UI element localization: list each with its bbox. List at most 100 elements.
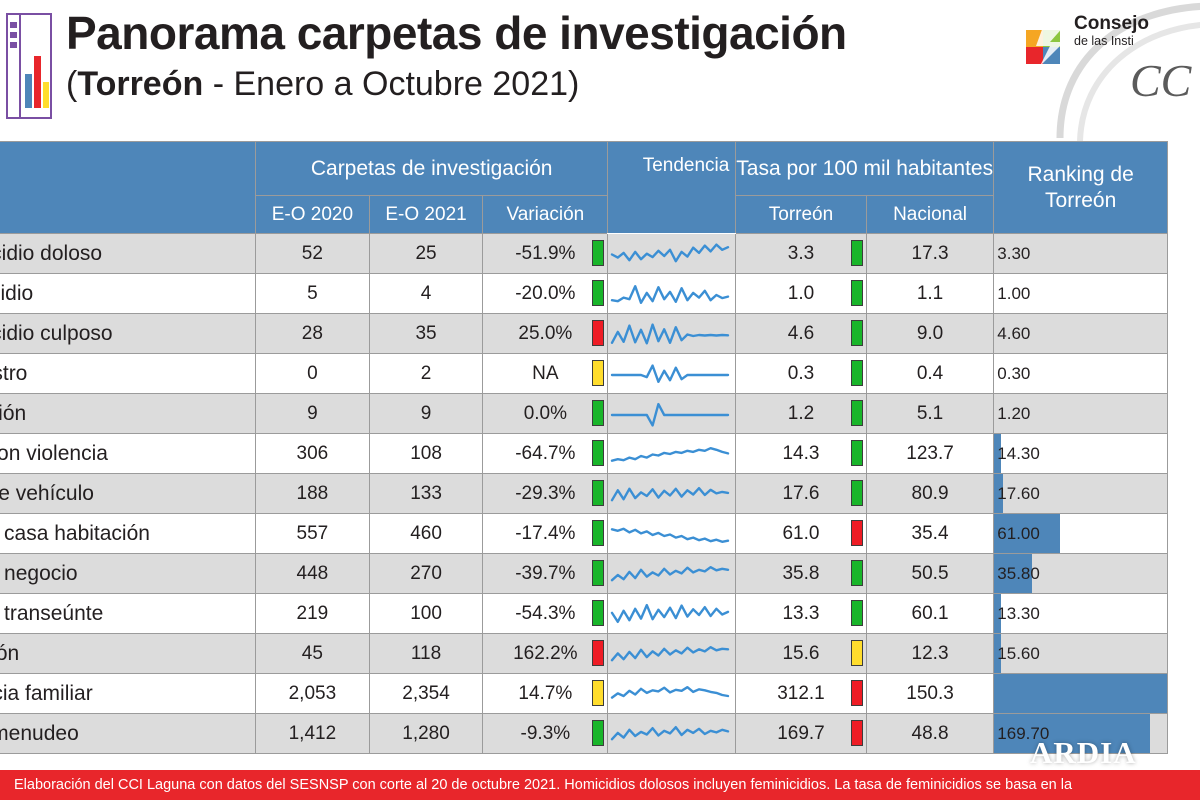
cell-tasa-nacional: 9.0 xyxy=(865,313,995,354)
ranking-bar xyxy=(994,434,1002,473)
trend-sparkline xyxy=(611,527,730,543)
cell-tendencia xyxy=(607,553,737,594)
cell-ranking: 17.60 xyxy=(993,473,1168,514)
status-badge-tasa xyxy=(850,720,863,746)
cell-eo2021: 460 xyxy=(368,513,484,554)
table-row: ación45118162.2% 15.612.315.60 xyxy=(0,633,1168,674)
trend-sparkline xyxy=(611,725,730,740)
crime-statistics-table: ito Carpetas de investigación Tasa por 1… xyxy=(0,141,1168,754)
cell-tasa-torreon: 312.1 xyxy=(735,673,867,714)
status-badge-tasa xyxy=(850,360,863,386)
status-badge-tasa xyxy=(850,240,863,266)
ranking-bar xyxy=(994,634,1002,673)
cell-tendencia xyxy=(607,273,737,314)
col-header-eo2021: E-O 2021 xyxy=(368,195,484,234)
ranking-bar xyxy=(994,674,1167,713)
cell-tasa-torreon: 0.3 xyxy=(735,353,867,394)
bar-chart-book-icon xyxy=(6,13,52,119)
cell-ranking: 1.20 xyxy=(993,393,1168,434)
cell-eo2021: 108 xyxy=(368,433,484,474)
status-badge-tasa xyxy=(850,680,863,706)
cell-eo2021: 100 xyxy=(368,593,484,634)
status-badge-variacion xyxy=(592,440,605,466)
cell-ranking: 13.30 xyxy=(993,593,1168,634)
cell-eo2021: 4 xyxy=(368,273,484,314)
brand-line-1: Consejo xyxy=(1074,13,1149,34)
cell-eo2021: 2,354 xyxy=(368,673,484,714)
brand-name: Consejo de las Insti xyxy=(1074,13,1149,49)
cell-eo2020: 188 xyxy=(255,473,370,514)
brand-swoosh-icon xyxy=(1026,3,1200,141)
status-badge-tasa xyxy=(850,320,863,346)
cell-tasa-nacional: 80.9 xyxy=(865,473,995,514)
cell-eo2020: 1,412 xyxy=(255,713,370,754)
trend-sparkline xyxy=(611,486,730,501)
cell-eo2020: 45 xyxy=(255,633,370,674)
table-row: orsión990.0%1.25.11.20 xyxy=(0,393,1168,434)
ranking-value: 169.70 xyxy=(997,723,1050,743)
status-badge-tasa xyxy=(850,440,863,466)
table-head: ito Carpetas de investigación Tasa por 1… xyxy=(0,141,1168,234)
ranking-value: 4.60 xyxy=(997,323,1031,343)
col-header-nacional: Nacional xyxy=(865,195,995,234)
cell-delito: inicidio xyxy=(0,273,257,314)
cell-ranking: 14.30 xyxy=(993,433,1168,474)
cell-ranking: 35.80 xyxy=(993,553,1168,594)
cell-eo2020: 0 xyxy=(255,353,370,394)
cell-tasa-nacional: 0.4 xyxy=(865,353,995,394)
cell-tasa-torreon: 3.3 xyxy=(735,233,867,274)
trend-sparkline xyxy=(611,565,730,581)
ranking-value: 35.80 xyxy=(997,563,1040,583)
cell-delito: micidio culposo xyxy=(0,313,257,354)
ranking-value: 14.30 xyxy=(997,443,1040,463)
cell-ranking: 4.60 xyxy=(993,313,1168,354)
cell-tendencia xyxy=(607,233,737,274)
cell-variacion: 0.0% xyxy=(482,393,609,434)
status-badge-variacion xyxy=(592,480,605,506)
cell-tasa-torreon: 17.6 xyxy=(735,473,867,514)
status-badge-variacion xyxy=(592,240,605,266)
cell-delito: encia familiar xyxy=(0,673,257,714)
cell-tasa-nacional: 12.3 xyxy=(865,633,995,674)
cell-tasa-torreon: 169.7 xyxy=(735,713,867,754)
brand-line-2: de las Insti xyxy=(1074,34,1134,48)
ranking-value: 13.30 xyxy=(997,603,1040,623)
col-header-variacion: Variación xyxy=(482,195,609,234)
cell-delito: o con violencia xyxy=(0,433,257,474)
cell-eo2021: 1,280 xyxy=(368,713,484,754)
cell-eo2020: 306 xyxy=(255,433,370,474)
cell-tasa-nacional: 50.5 xyxy=(865,553,995,594)
cell-variacion: -51.9% xyxy=(482,233,609,274)
cell-eo2021: 118 xyxy=(368,633,484,674)
cell-delito: o a casa habitación xyxy=(0,513,257,554)
cell-tendencia xyxy=(607,433,737,474)
cell-tasa-nacional: 60.1 xyxy=(865,593,995,634)
cell-delito: o de vehículo xyxy=(0,473,257,514)
col-header-tendencia: Tendencia xyxy=(642,155,730,176)
ranking-value: 1.00 xyxy=(997,283,1031,303)
cell-eo2021: 25 xyxy=(368,233,484,274)
table-row: inicidio54-20.0% 1.01.11.00 xyxy=(0,273,1168,314)
cell-tasa-nacional: 1.1 xyxy=(865,273,995,314)
cell-eo2021: 35 xyxy=(368,313,484,354)
col-group-carpetas: Carpetas de investigación xyxy=(255,141,609,196)
ranking-value: 1.20 xyxy=(997,403,1031,423)
cell-tasa-torreon: 4.6 xyxy=(735,313,867,354)
cell-tasa-torreon: 1.0 xyxy=(735,273,867,314)
cell-tasa-nacional: 48.8 xyxy=(865,713,995,754)
cell-delito: comenudeo xyxy=(0,713,257,754)
cell-tasa-nacional: 5.1 xyxy=(865,393,995,434)
cell-eo2020: 219 xyxy=(255,593,370,634)
brand-monogram: CC xyxy=(1130,55,1192,106)
subtitle-city: Torreón xyxy=(77,65,204,103)
col-header-eo2020: E-O 2020 xyxy=(255,195,370,234)
cell-eo2021: 2 xyxy=(368,353,484,394)
cell-variacion: -39.7% xyxy=(482,553,609,594)
cell-tendencia xyxy=(607,473,737,514)
cell-ranking: 0.30 xyxy=(993,353,1168,394)
data-table-area: ito Carpetas de investigación Tasa por 1… xyxy=(0,141,1200,770)
